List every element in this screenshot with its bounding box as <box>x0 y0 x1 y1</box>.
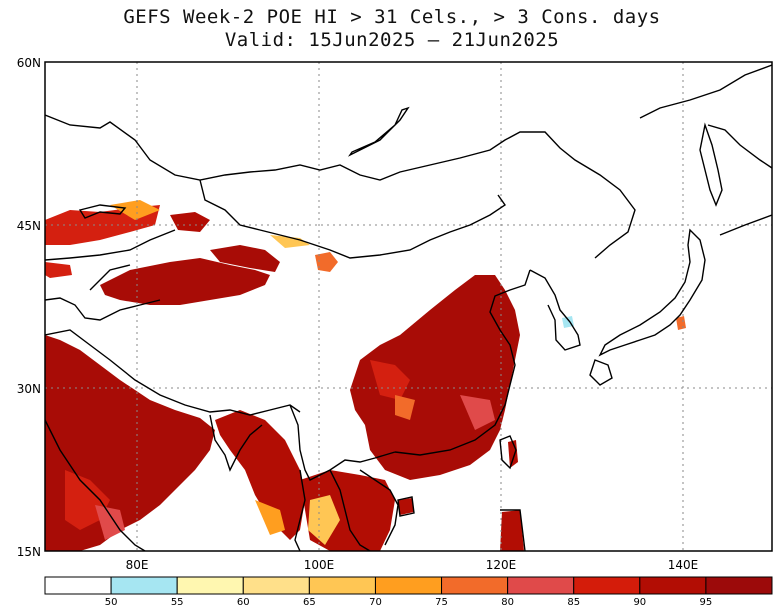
lat-label-60n: 60N <box>17 56 41 70</box>
lon-label-140e: 140E <box>668 558 699 572</box>
colorbar-tick-label: 80 <box>501 597 514 608</box>
map-title-line1: GEFS Week-2 POE HI > 31 Cels., > 3 Cons.… <box>123 6 661 28</box>
colorbar-swatch <box>44 576 112 595</box>
lon-label-100e: 100E <box>304 558 335 572</box>
island-coastlines <box>78 64 772 551</box>
colorbar: 50 55 60 65 70 75 80 85 90 95 <box>44 576 773 608</box>
colorbar-tick-label: 65 <box>303 597 316 608</box>
colorbar-tick-label: 95 <box>700 597 713 608</box>
colorbar-swatch <box>110 576 178 595</box>
region-dzungar <box>170 212 210 232</box>
colorbar-swatch <box>507 576 575 595</box>
colorbar-swatch <box>176 576 244 595</box>
region-philippines <box>500 510 524 551</box>
region-caspian <box>45 262 72 278</box>
region-china-light <box>395 395 415 420</box>
colorbar-swatch <box>374 576 443 595</box>
region-korea-spot <box>562 316 574 328</box>
colorbar-swatch <box>441 576 509 595</box>
lon-label-80e: 80E <box>126 558 149 572</box>
colorbar-swatch <box>308 576 376 595</box>
region-hainan <box>398 498 414 515</box>
region-inner-mongolia <box>210 245 280 272</box>
gridlines <box>45 62 772 551</box>
colorbar-tick-label: 85 <box>567 597 580 608</box>
map-frame <box>44 61 773 552</box>
colorbar-swatch <box>639 576 707 595</box>
lat-label-15n: 15N <box>17 545 41 559</box>
region-tarim-shading <box>100 258 270 305</box>
region-taiwan <box>508 440 518 468</box>
country-boundaries <box>45 114 636 551</box>
heat-probability-layer <box>45 200 686 551</box>
lat-label-45n: 45N <box>17 219 41 233</box>
region-gobi-orange <box>270 235 310 248</box>
colorbar-tick-label: 50 <box>105 597 118 608</box>
region-kazakh-orange <box>110 200 160 220</box>
colorbar-tick-label: 70 <box>369 597 382 608</box>
lon-labels: 80E 100E 120E 140E <box>126 558 699 572</box>
colorbar-swatch <box>242 576 310 595</box>
lat-labels: 60N 45N 30N 15N <box>17 56 41 559</box>
region-indochina-orange <box>308 495 340 545</box>
region-myanmar-shading <box>215 410 305 540</box>
colorbar-tick-label: 55 <box>171 597 184 608</box>
map-title-line2: Valid: 15Jun2025 — 21Jun2025 <box>224 29 560 51</box>
lon-label-120e: 120E <box>486 558 517 572</box>
colorbar-tick-label: 90 <box>633 597 646 608</box>
region-india-inner2 <box>95 505 125 540</box>
region-china-mid <box>370 360 410 400</box>
colorbar-tick-label: 60 <box>237 597 250 608</box>
region-mongolia-spot <box>315 252 338 272</box>
lat-label-30n: 30N <box>17 382 41 396</box>
colorbar-tick-label: 75 <box>435 597 448 608</box>
colorbar-swatch <box>705 576 773 595</box>
colorbar-swatch <box>573 576 641 595</box>
region-china-mid2 <box>460 395 495 430</box>
region-myanmar-orange <box>255 500 285 535</box>
